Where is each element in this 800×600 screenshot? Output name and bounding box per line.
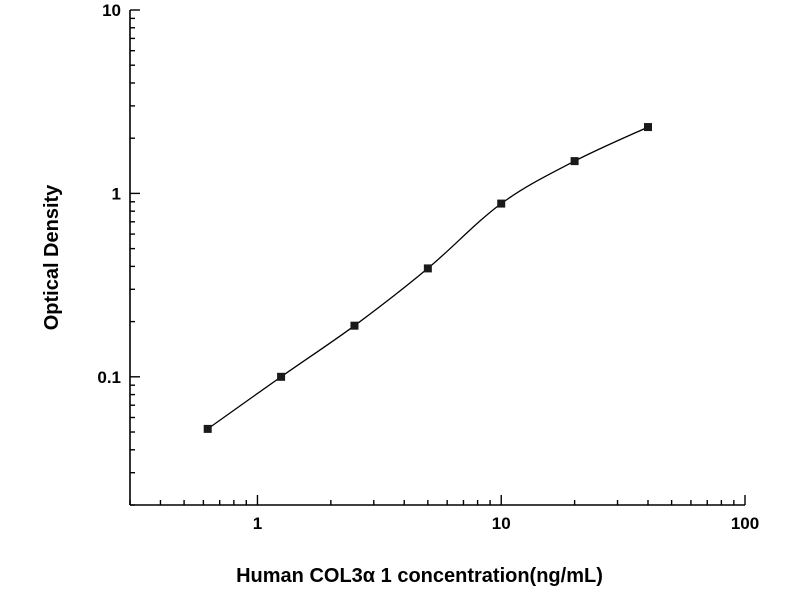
data-point-marker (570, 157, 579, 166)
y-tick-label: 10 (102, 1, 121, 20)
y-tick-label: 0.1 (97, 368, 121, 387)
x-tick-label: 10 (492, 514, 511, 533)
fit-curve-line (207, 126, 649, 430)
y-axis-title: Optical Density (41, 184, 63, 330)
data-point-marker (203, 424, 212, 433)
x-axis-title: Human COL3α 1 concentration(ng/mL) (236, 565, 603, 587)
data-point-marker (423, 264, 432, 273)
x-tick-label: 100 (731, 514, 759, 533)
data-point-marker (277, 372, 286, 381)
x-tick-label: 1 (253, 514, 262, 533)
data-point-marker (350, 321, 359, 330)
y-tick-label: 1 (112, 184, 121, 203)
data-point-marker (643, 123, 652, 132)
data-point-marker (497, 199, 506, 208)
